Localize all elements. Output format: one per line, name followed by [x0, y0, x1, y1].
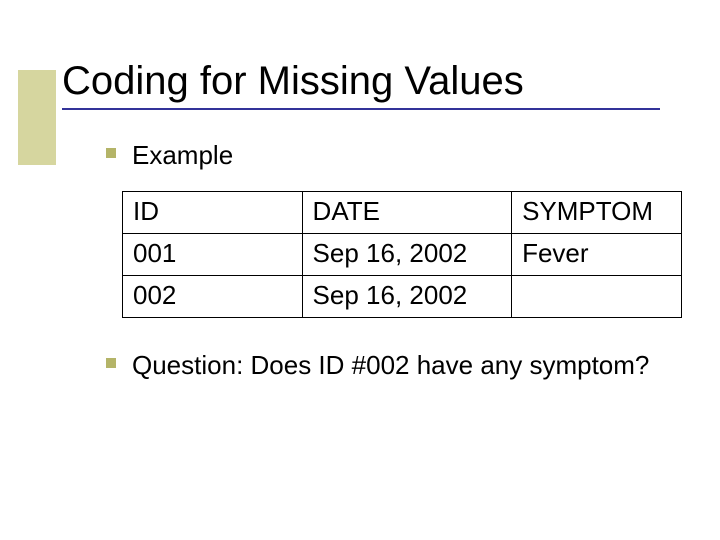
square-bullet-icon [106, 148, 116, 158]
col-header-date: DATE [302, 192, 512, 234]
cell-symptom: Fever [512, 234, 682, 276]
table-row: 002 Sep 16, 2002 [123, 276, 682, 318]
bullet-example-text: Example [132, 138, 233, 173]
data-table: ID DATE SYMPTOM 001 Sep 16, 2002 Fever 0… [122, 191, 682, 318]
bullet-question-text: Question: Does ID #002 have any symptom? [132, 348, 649, 383]
cell-symptom [512, 276, 682, 318]
cell-id: 001 [123, 234, 303, 276]
slide-title: Coding for Missing Values [62, 58, 660, 104]
col-header-id: ID [123, 192, 303, 234]
cell-date: Sep 16, 2002 [302, 276, 512, 318]
table-row: 001 Sep 16, 2002 Fever [123, 234, 682, 276]
title-wrap: Coding for Missing Values [62, 58, 660, 110]
square-bullet-icon [106, 358, 116, 368]
data-table-wrap: ID DATE SYMPTOM 001 Sep 16, 2002 Fever 0… [122, 191, 640, 318]
bullet-example: Example [106, 138, 660, 173]
slide-content: Coding for Missing Values Example ID DAT… [0, 0, 720, 383]
bullet-question: Question: Does ID #002 have any symptom? [106, 348, 660, 383]
cell-id: 002 [123, 276, 303, 318]
table-header-row: ID DATE SYMPTOM [123, 192, 682, 234]
cell-date: Sep 16, 2002 [302, 234, 512, 276]
col-header-symptom: SYMPTOM [512, 192, 682, 234]
